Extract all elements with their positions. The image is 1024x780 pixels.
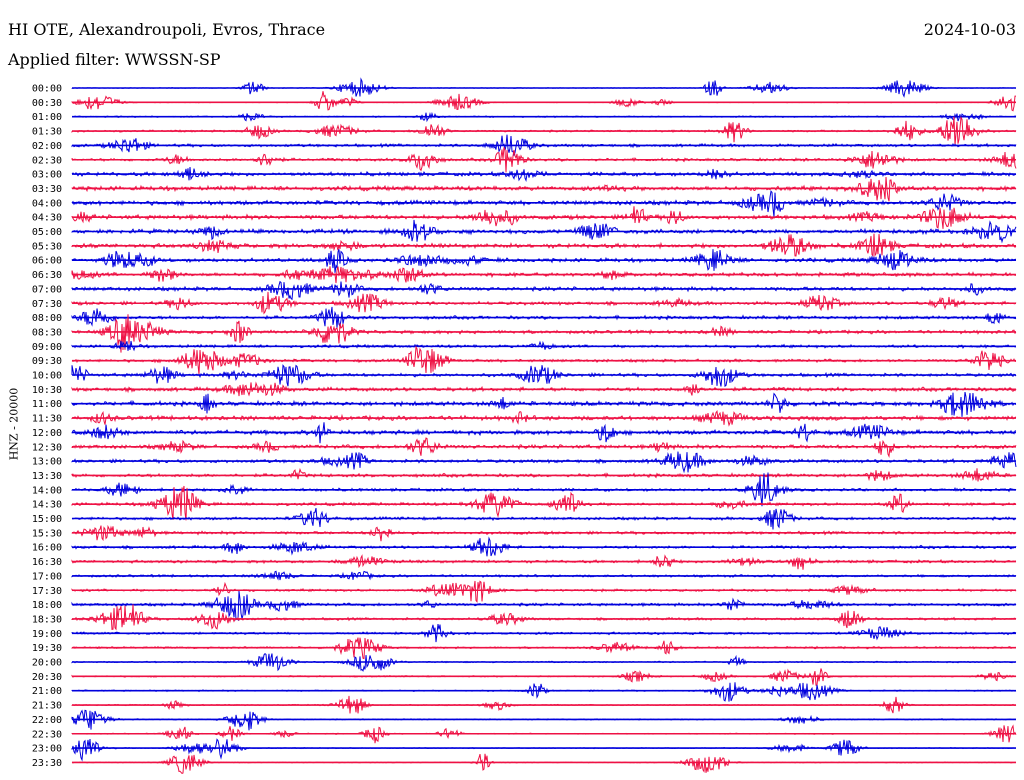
row-time-label: 10:00 (32, 371, 62, 382)
row-time-label: 16:00 (32, 543, 62, 554)
row-time-label: 09:30 (32, 356, 62, 367)
row-time-label: 15:30 (32, 528, 62, 539)
row-time-label: 21:30 (32, 701, 62, 712)
row-time-label: 20:00 (32, 658, 62, 669)
seismic-trace (71, 682, 1017, 702)
seismic-trace (71, 91, 1016, 112)
row-time-label: 10:30 (32, 385, 62, 396)
row-time-label: 14:30 (32, 500, 62, 511)
row-time-label: 03:00 (32, 170, 62, 181)
row-time-label: 06:00 (32, 256, 62, 267)
row-time-label: 12:30 (32, 442, 62, 453)
seismic-trace (71, 604, 1017, 631)
date-label: 2024-10-03 (923, 20, 1016, 39)
row-time-label: 12:00 (32, 428, 62, 439)
row-time-label: 13:30 (32, 471, 62, 482)
row-time-label: 13:00 (32, 457, 62, 468)
seismic-trace (71, 451, 1017, 474)
row-time-label: 17:00 (32, 571, 62, 582)
station-title: HI OTE, Alexandroupoli, Evros, Thrace (8, 20, 326, 39)
row-time-label: 04:00 (32, 198, 62, 209)
row-time-label: 17:30 (32, 586, 62, 597)
row-time-label: 05:00 (32, 227, 62, 238)
row-time-label: 03:30 (32, 184, 62, 195)
row-time-label: 07:00 (32, 284, 62, 295)
row-time-label: 15:00 (32, 514, 62, 525)
row-time-label: 19:00 (32, 629, 62, 640)
row-time-label: 07:30 (32, 299, 62, 310)
row-time-label: 00:00 (32, 84, 62, 95)
row-time-label: 08:30 (32, 327, 62, 338)
row-time-label: 18:00 (32, 600, 62, 611)
seismic-trace (71, 580, 1017, 603)
row-time-label: 08:00 (32, 313, 62, 324)
seismic-trace (71, 280, 1017, 301)
row-time-label: 06:30 (32, 270, 62, 281)
row-time-label: 21:00 (32, 686, 62, 697)
row-time-label: 18:30 (32, 614, 62, 625)
row-time-label: 11:00 (32, 399, 62, 410)
row-time-label: 16:30 (32, 557, 62, 568)
seismic-trace (71, 709, 1017, 731)
seismic-trace (71, 485, 1017, 521)
row-time-label: 04:30 (32, 213, 62, 224)
row-time-label: 02:30 (32, 155, 62, 166)
seismic-trace (71, 738, 1016, 762)
row-time-label: 20:30 (32, 672, 62, 683)
row-time-label: 22:30 (32, 729, 62, 740)
seismic-trace (71, 190, 1017, 217)
row-time-label: 01:30 (32, 127, 62, 138)
seismic-trace (71, 554, 1017, 570)
row-time-label: 23:00 (32, 744, 62, 755)
row-time-label: 11:30 (32, 414, 62, 425)
row-time-label: 01:00 (32, 112, 62, 123)
row-time-label: 00:30 (32, 98, 62, 109)
row-time-label: 02:00 (32, 141, 62, 152)
row-time-label: 05:30 (32, 241, 62, 252)
row-time-label: 09:00 (32, 342, 62, 353)
row-time-label: 14:00 (32, 485, 62, 496)
row-time-label: 23:30 (32, 758, 62, 769)
seismic-trace (71, 753, 1017, 774)
filter-label: Applied filter: WWSSN-SP (8, 50, 221, 69)
row-time-label: 22:00 (32, 715, 62, 726)
row-time-label: 19:30 (32, 643, 62, 654)
